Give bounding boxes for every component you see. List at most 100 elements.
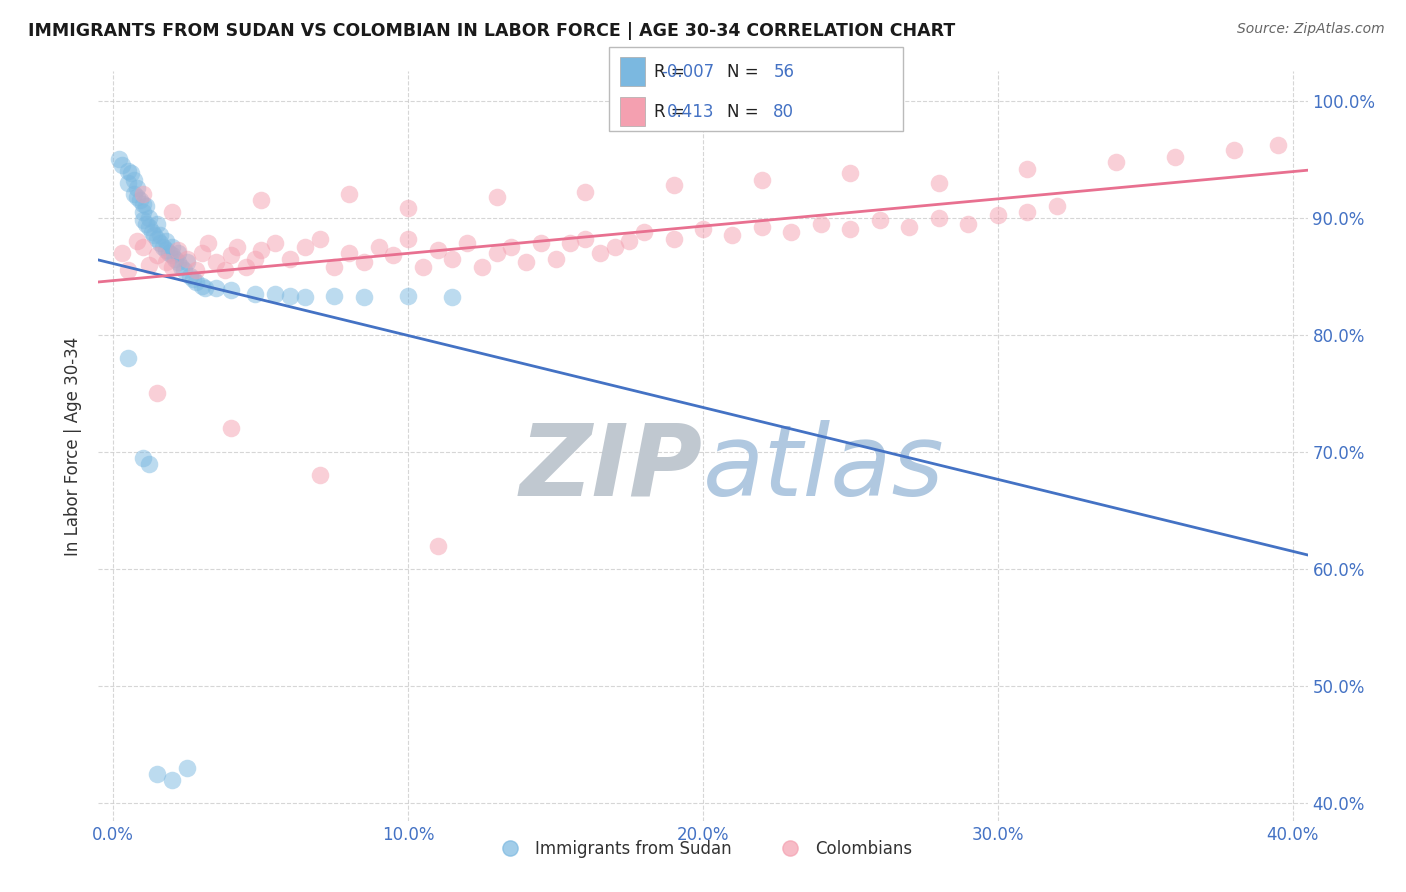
Point [128,193,150,207]
Point [662,178,685,192]
Point [294,240,316,254]
Text: ZIP: ZIP [520,420,703,517]
Point [181,271,204,285]
Text: R =: R = [654,62,685,80]
Point [117,263,139,277]
Point [619,234,641,248]
Point [544,252,567,266]
Point [135,199,157,213]
Point [441,290,464,304]
Point [160,204,183,219]
Point [131,187,153,202]
Point [839,166,862,180]
Point [243,252,266,266]
Point [226,240,249,254]
Point [146,766,169,781]
Y-axis label: In Labor Force | Age 30-34: In Labor Force | Age 30-34 [65,336,83,556]
Point [574,232,596,246]
Text: IMMIGRANTS FROM SUDAN VS COLOMBIAN IN LABOR FORCE | AGE 30-34 CORRELATION CHART: IMMIGRANTS FROM SUDAN VS COLOMBIAN IN LA… [28,22,955,40]
Point [197,236,219,251]
Point [152,240,174,254]
Point [441,252,464,266]
Point [603,240,626,254]
Point [138,220,160,235]
Point [117,164,139,178]
Point [190,245,212,260]
Text: 0.413: 0.413 [666,103,714,120]
Point [155,244,177,258]
Point [456,236,478,251]
Point [264,236,287,251]
Point [1267,138,1289,153]
Point [138,211,160,225]
Point [122,187,145,202]
Point [108,152,131,166]
Point [471,260,494,274]
Point [1105,154,1128,169]
Point [176,761,198,775]
Point [353,255,375,269]
Point [138,258,160,272]
Point [179,269,201,284]
Text: N =: N = [727,62,758,80]
Point [928,211,950,225]
Point [692,222,714,236]
Point [928,176,950,190]
Point [146,248,169,262]
Point [122,173,145,187]
Point [337,187,360,202]
Point [323,260,346,274]
Point [146,217,169,231]
Point [264,286,287,301]
Point [160,772,183,787]
Point [167,244,190,258]
Point [160,248,183,262]
Point [111,158,134,172]
Point [278,289,301,303]
Point [165,252,187,266]
Point [987,208,1010,222]
Text: Source: ZipAtlas.com: Source: ZipAtlas.com [1237,22,1385,37]
Point [170,260,193,274]
Point [141,225,163,239]
Point [308,468,330,483]
Text: N =: N = [727,103,758,120]
Point [662,232,685,246]
Point [146,386,169,401]
Point [205,281,228,295]
Point [589,245,612,260]
Point [176,252,198,266]
Point [515,255,537,269]
Point [131,196,153,211]
Point [633,225,655,239]
Point [485,245,508,260]
Point [176,255,198,269]
Point [160,240,183,254]
Point [426,539,449,553]
Point [396,232,419,246]
Point [117,176,139,190]
Point [780,225,803,239]
Point [131,204,153,219]
Point [249,193,271,207]
Text: 56: 56 [773,62,794,80]
Point [190,278,212,293]
Point [721,228,744,243]
Text: 80: 80 [773,103,794,120]
Point [219,248,242,262]
Point [957,217,980,231]
Point [120,166,142,180]
Point [1223,143,1246,157]
Point [382,248,405,262]
Point [131,240,153,254]
Point [167,245,190,260]
Point [367,240,389,254]
Point [214,263,236,277]
Text: -0.007: -0.007 [661,62,714,80]
Point [396,289,419,303]
Point [155,234,177,248]
Point [278,252,301,266]
Point [111,245,134,260]
Point [249,244,271,258]
Point [219,283,242,297]
